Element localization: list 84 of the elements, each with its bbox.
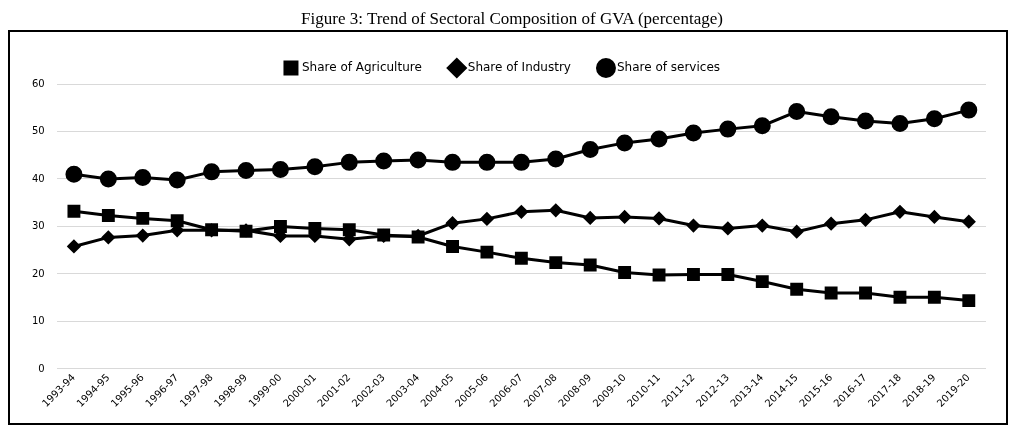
point (446, 239, 459, 253)
point (377, 228, 391, 242)
point (134, 169, 152, 187)
point (581, 141, 599, 159)
point (684, 124, 702, 142)
point (342, 223, 356, 237)
chart-title: Figure 3: Trend of Sectoral Composition of GVA (percentage) (300, 8, 724, 30)
point (618, 266, 632, 280)
point (203, 163, 221, 181)
point (444, 153, 462, 171)
point (788, 103, 806, 121)
point (824, 217, 838, 231)
point (446, 216, 460, 230)
point (340, 153, 358, 171)
y-tick-label: 60 (31, 77, 45, 89)
y-tick-label: 20 (31, 267, 45, 279)
point (962, 215, 976, 229)
point (686, 219, 700, 233)
point (790, 282, 804, 296)
point (652, 268, 666, 282)
point (478, 153, 496, 171)
legend-label: Share of services (616, 60, 721, 75)
point (755, 275, 769, 289)
point (514, 205, 528, 219)
point (721, 221, 735, 235)
point (170, 214, 184, 228)
legend-label: Share of Agriculture (301, 60, 422, 75)
point (65, 165, 83, 183)
point (857, 112, 875, 130)
point (237, 161, 255, 179)
point (549, 203, 563, 217)
point (205, 223, 219, 237)
point (893, 205, 907, 219)
y-tick-label: 30 (31, 220, 45, 232)
point (859, 286, 872, 300)
point (101, 230, 115, 244)
point (822, 108, 840, 126)
y-tick-label: 0 (38, 362, 45, 374)
point (409, 151, 427, 169)
point (306, 158, 324, 176)
point (271, 160, 289, 178)
point (583, 211, 597, 225)
point (67, 239, 81, 253)
legend-label: Share of Industry (467, 60, 571, 75)
point (753, 117, 771, 135)
point (925, 110, 943, 128)
point (136, 211, 150, 225)
point (721, 268, 735, 281)
point (960, 101, 978, 119)
point (583, 258, 597, 272)
point (101, 209, 115, 223)
point (891, 114, 909, 132)
point (308, 221, 322, 235)
point (616, 134, 634, 152)
y-tick-label: 40 (31, 172, 45, 184)
point (927, 290, 941, 304)
point (755, 219, 769, 233)
point (480, 212, 494, 226)
point (136, 229, 150, 243)
point (927, 210, 941, 224)
point (514, 251, 528, 265)
point (790, 225, 804, 239)
point (239, 224, 253, 238)
point (273, 220, 287, 233)
point (687, 268, 700, 281)
point (652, 211, 666, 225)
point (650, 130, 668, 148)
point (962, 294, 976, 308)
point (719, 120, 737, 138)
point (512, 153, 530, 171)
point (824, 286, 838, 300)
y-tick-label: 50 (31, 125, 45, 137)
point (893, 290, 907, 304)
y-tick-label: 10 (31, 315, 45, 327)
point (549, 256, 563, 270)
point (618, 210, 632, 224)
point (859, 213, 873, 227)
point (67, 204, 81, 218)
point (547, 150, 565, 168)
point (480, 245, 494, 259)
point (411, 230, 425, 244)
point (375, 152, 393, 170)
point (168, 171, 186, 189)
point (99, 170, 117, 188)
